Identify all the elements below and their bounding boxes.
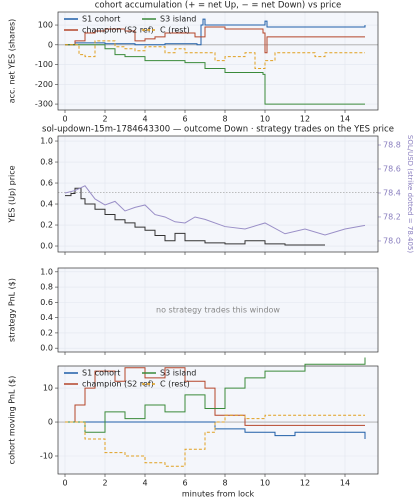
x-tick-label: 0	[62, 115, 67, 124]
y2-tick-label: 78.4	[383, 188, 401, 197]
legend-label: C (rest)	[160, 380, 190, 389]
annotation: no strategy trades this window	[156, 306, 280, 315]
x-tick-label: 4	[142, 479, 147, 488]
x-axis-label: minutes from lock	[182, 490, 255, 499]
y2-tick-label: 78.0	[383, 236, 401, 245]
chart-title: sol-updown-15m-1784643300 — outcome Down…	[42, 125, 394, 135]
x-tick-label: 2	[102, 115, 107, 124]
plot-frame	[57, 135, 379, 253]
y-tick-label: -10	[40, 452, 53, 461]
y-tick-label: 0.2	[40, 221, 53, 230]
y-tick-label: -100	[35, 60, 53, 69]
x-tick-label: 14	[340, 115, 350, 124]
legend-label: C (rest)	[160, 26, 190, 35]
y-tick-label: 0.6	[40, 298, 53, 307]
series-line	[65, 18, 366, 46]
x-tick-label: 12	[300, 115, 310, 124]
y-axis-label: cohort moving PnL ($)	[8, 376, 17, 465]
y2-tick-label: 78.2	[383, 212, 401, 221]
plot-frame	[57, 267, 379, 353]
y-tick-label: -200	[35, 80, 53, 89]
y-axis-label: YES (Up) price	[8, 165, 17, 223]
x-tick-label: 4	[142, 115, 147, 124]
y-tick-label: 0.6	[40, 179, 53, 188]
series-line	[65, 357, 366, 433]
series-line	[65, 40, 365, 70]
plot-area	[58, 136, 378, 252]
x-tick-label: 0	[62, 479, 67, 488]
legend-label: S1 cohort	[82, 15, 120, 24]
y-tick-label: 0.4	[40, 313, 53, 322]
x-tick-label: 14	[340, 479, 350, 488]
y-axis-label: acc. net YES (shares)	[8, 19, 17, 104]
series-line	[65, 414, 365, 467]
y-tick-label: 1.0	[40, 137, 53, 146]
y2-axis-label: SOL/USD (strike dotted = 78.405)	[406, 135, 414, 253]
y-tick-label: 0.2	[40, 328, 53, 337]
y2-tick-label: 78.6	[383, 164, 401, 173]
x-tick-label: 8	[222, 115, 227, 124]
series-line	[64, 185, 366, 236]
x-tick-label: 10	[260, 479, 270, 488]
legend-label: champion (S2 ref)	[82, 380, 154, 389]
y-axis-label: strategy PnL ($)	[8, 278, 17, 342]
legend-label: S3 island	[160, 369, 196, 378]
y-tick-label: -300	[35, 100, 53, 109]
legend-label: champion (S2 ref)	[82, 26, 154, 35]
series-line	[65, 26, 365, 54]
y-tick-label: 1.0	[40, 267, 53, 276]
y-tick-label: 0.0	[40, 344, 53, 353]
x-tick-label: 6	[182, 479, 187, 488]
x-tick-label: 8	[222, 479, 227, 488]
legend-label: S1 cohort	[82, 369, 120, 378]
series-line	[65, 44, 365, 105]
y-tick-label: 10	[43, 384, 53, 393]
legend-label: S3 island	[160, 15, 196, 24]
x-tick-label: 6	[182, 115, 187, 124]
y-tick-label: 0.8	[40, 158, 53, 167]
x-tick-label: 2	[102, 479, 107, 488]
y-tick-label: 100	[38, 21, 53, 30]
y-tick-label: 0	[48, 40, 53, 49]
plot-frame	[57, 11, 379, 111]
y-tick-label: 0	[48, 418, 53, 427]
y-tick-label: 0.0	[40, 242, 53, 251]
y-tick-label: 0.4	[40, 200, 53, 209]
y2-tick-label: 78.8	[383, 140, 401, 149]
x-tick-label: 12	[300, 479, 310, 488]
series-line	[65, 421, 366, 440]
y-tick-label: 0.8	[40, 283, 53, 292]
series-line	[65, 187, 325, 246]
plot-area	[58, 268, 378, 352]
chart-title: cohort accumulation (+ = net Up, − = net…	[95, 1, 342, 11]
plot-frame	[57, 365, 379, 475]
x-tick-label: 10	[260, 115, 270, 124]
